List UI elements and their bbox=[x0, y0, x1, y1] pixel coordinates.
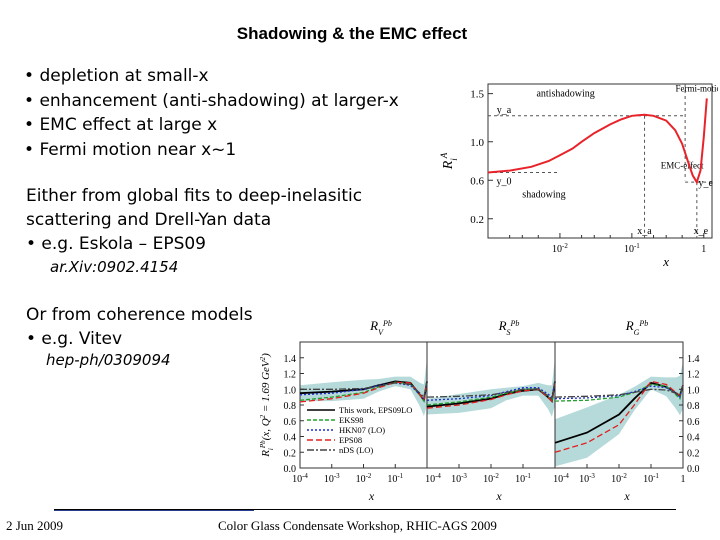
x-tick-label: 1 bbox=[701, 244, 706, 255]
x-tick-label: 10-3 bbox=[451, 472, 467, 485]
guide-label-xe: x_e bbox=[694, 226, 709, 237]
series-line bbox=[426, 381, 556, 400]
x-tick-label: 10-4 bbox=[292, 472, 308, 485]
y-tick-label: 1.4 bbox=[284, 354, 297, 365]
x-tick-label: 10-2 bbox=[552, 242, 568, 255]
slide-title: Shadowing & the EMC effect bbox=[236, 24, 468, 43]
y-tick-label: 0.8 bbox=[284, 401, 297, 412]
bullet-item: Fermi motion near x~1 bbox=[24, 138, 399, 163]
y-tick-label-right: 0.4 bbox=[687, 433, 700, 444]
y-tick-label: 0.2 bbox=[284, 448, 297, 459]
y-tick-label: 1.0 bbox=[470, 137, 484, 149]
bullet-item: depletion at small-x bbox=[24, 64, 399, 89]
annotation-emc-effect: EMC-effect bbox=[661, 161, 704, 171]
bullet-item: enhancement (anti-shadowing) at larger-x bbox=[24, 89, 398, 114]
footer-accent-divider bbox=[54, 510, 254, 511]
y-tick-label: 0.2 bbox=[470, 214, 484, 226]
text-line: Or from coherence models bbox=[26, 305, 253, 325]
guide-label-xa: x_a bbox=[637, 226, 652, 237]
guide-label-ye: y_e bbox=[699, 178, 714, 189]
footer-event: Color Glass Condensate Workshop, RHIC-AG… bbox=[218, 518, 497, 533]
y-tick-label: 1.5 bbox=[470, 89, 484, 101]
x-tick-label: 1 bbox=[681, 474, 686, 485]
text-line: • e.g. Eskola – EPS09 bbox=[26, 234, 206, 254]
reference-arxiv: ar.Xiv:0902.4154 bbox=[50, 258, 179, 276]
x-tick-label: 10-3 bbox=[324, 472, 340, 485]
legend-label: nDS (LO) bbox=[339, 445, 373, 455]
y-tick-label-right: 0.0 bbox=[687, 464, 700, 475]
x-tick-label: 10-1 bbox=[515, 472, 531, 485]
panel-title: RSPb bbox=[498, 318, 520, 337]
x-tick-label: 10-1 bbox=[643, 472, 659, 485]
guide-label-y0: y_0 bbox=[497, 177, 512, 188]
ratio-curve bbox=[487, 98, 708, 185]
y-tick-label-right: 1.0 bbox=[687, 385, 700, 396]
y-tick-label-right: 0.8 bbox=[687, 401, 700, 412]
series-line bbox=[300, 381, 428, 399]
legend-label: EPS08 bbox=[339, 435, 362, 445]
annotation-fermi-motion: Fermi-motion bbox=[676, 84, 718, 94]
panel-title: RGPb bbox=[625, 318, 649, 337]
global-fits-text: Either from global fits to deep-inelasit… bbox=[26, 184, 362, 256]
series-line bbox=[554, 383, 684, 402]
x-tick-label: 10-4 bbox=[553, 472, 569, 485]
legend-label: This work, EPS09LO bbox=[339, 405, 412, 415]
legend-label: HKN07 (LO) bbox=[339, 425, 385, 435]
x-tick-label: 10-2 bbox=[356, 472, 372, 485]
footer-divider bbox=[54, 509, 676, 510]
nuclear-ratio-schematic-chart: 0.2 0.6 1.0 1.5 10-2 10-1 1 y_a y_0 x_a x_e y_e anti… bbox=[440, 83, 718, 269]
y-tick-label: 0.6 bbox=[284, 417, 297, 428]
x-tick-label: 10-2 bbox=[483, 472, 499, 485]
y-tick-label: 1.2 bbox=[284, 370, 297, 381]
y-tick-label: 1.0 bbox=[284, 385, 297, 396]
x-axis-label: x bbox=[623, 489, 630, 503]
text-line: scattering and Drell-Yan data bbox=[26, 210, 272, 230]
y-tick-label: 0.0 bbox=[284, 464, 297, 475]
x-tick-label: 10-2 bbox=[611, 472, 627, 485]
y-tick-label-right: 1.2 bbox=[687, 370, 700, 381]
text-line: • e.g. Vitev bbox=[26, 329, 123, 349]
series-line bbox=[554, 385, 684, 400]
x-tick-label: 10-1 bbox=[624, 242, 640, 255]
x-axis-label: x bbox=[662, 254, 669, 269]
coherence-models-text: Or from coherence models • e.g. Vitev bbox=[26, 303, 253, 351]
reference-hep-ph: hep-ph/0309094 bbox=[46, 351, 171, 369]
annotation-antishadowing: antishadowing bbox=[536, 89, 594, 100]
uncertainty-band bbox=[300, 357, 427, 416]
legend-label: EKS98 bbox=[339, 415, 364, 425]
eps09-comparison-chart: 10-4 10-3 10-2 10-1 x RVPb 10-4 10-3 10-2 10-1 x RS… bbox=[259, 318, 700, 503]
x-tick-label: 10-3 bbox=[579, 472, 595, 485]
panel-title: RVPb bbox=[369, 318, 392, 337]
y-tick-label-right: 1.4 bbox=[687, 354, 700, 365]
x-tick-label: 10-1 bbox=[387, 472, 403, 485]
series-line bbox=[299, 381, 428, 403]
x-axis-label: x bbox=[368, 489, 375, 503]
series-line bbox=[426, 381, 556, 401]
plot-frame bbox=[487, 83, 713, 239]
y-tick-label: 0.4 bbox=[284, 433, 297, 444]
y-axis-label: RiA bbox=[440, 152, 459, 170]
y-axis-label: RiPb(x, Q2 = 1.69 GeV2) bbox=[259, 353, 275, 458]
footer-date: 2 Jun 2009 bbox=[6, 518, 64, 533]
x-axis-label: x bbox=[495, 489, 502, 503]
bullet-item: EMC effect at large x bbox=[24, 113, 399, 138]
series-line bbox=[554, 380, 684, 453]
bullet-list: depletion at small-x enhancement (anti-s… bbox=[24, 64, 399, 163]
text-line: Either from global fits to deep-inelasit… bbox=[26, 186, 363, 206]
y-tick-label-right: 0.2 bbox=[687, 448, 700, 459]
x-tick-label: 10-4 bbox=[425, 472, 441, 485]
y-tick-label-right: 0.6 bbox=[687, 417, 700, 428]
series-line bbox=[554, 385, 684, 398]
y-tick-label: 0.6 bbox=[470, 175, 484, 187]
annotation-shadowing: shadowing bbox=[522, 190, 565, 201]
guide-label-ya: y_a bbox=[497, 105, 512, 116]
series-line bbox=[426, 381, 556, 409]
